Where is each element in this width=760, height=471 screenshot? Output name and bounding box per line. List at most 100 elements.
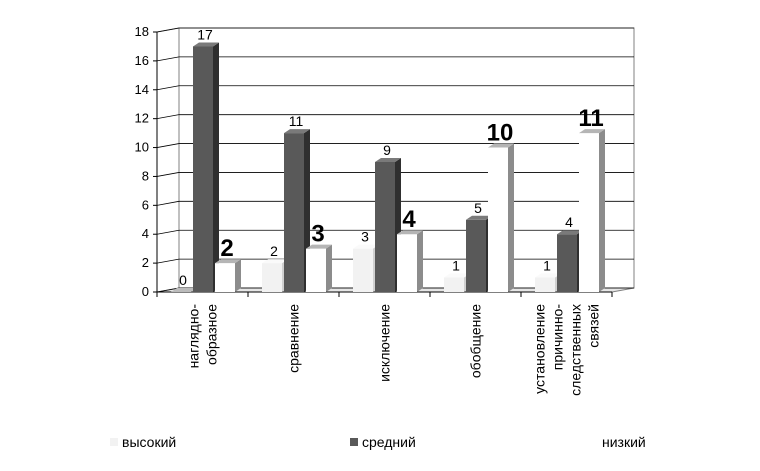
- y-tick-label: 0: [142, 284, 149, 299]
- x-axis: наглядно-образное сравнение исключение обоб…: [156, 291, 613, 396]
- bar-средний: [193, 42, 219, 292]
- legend-swatch: [350, 438, 358, 446]
- data-label: 11: [289, 113, 304, 129]
- legend-swatch: [110, 438, 118, 446]
- category-label-line: связей: [586, 304, 602, 348]
- bar-низкий: [488, 143, 514, 292]
- bar-front: [215, 263, 235, 292]
- bar-средний: [284, 129, 310, 292]
- data-label: 4: [565, 214, 573, 230]
- legend: высокий средний низкий: [110, 434, 646, 450]
- bar-front: [284, 133, 304, 292]
- gridline: [156, 85, 634, 91]
- gridline: [156, 143, 634, 148]
- y-tick-label: 10: [135, 140, 149, 155]
- bar-top: [444, 273, 470, 278]
- bar-front: [397, 234, 417, 292]
- data-label: 1: [543, 258, 551, 274]
- bar-front: [488, 147, 508, 292]
- bar-низкий: [579, 129, 605, 292]
- data-label: 0: [179, 272, 187, 288]
- gridline: [156, 114, 634, 120]
- bar-средний: [375, 158, 401, 292]
- y-tick-label: 16: [135, 53, 149, 68]
- bar-top: [193, 42, 219, 47]
- bar-front: [262, 263, 282, 292]
- legend-swatch: [590, 438, 598, 446]
- y-tick-label: 12: [135, 111, 149, 126]
- data-label: 9: [383, 142, 391, 158]
- bar-front: [306, 248, 326, 292]
- data-label: 2: [220, 235, 233, 262]
- bar-top: [535, 273, 561, 278]
- bar-top: [284, 129, 310, 134]
- bar-front: [353, 248, 373, 292]
- legend-item: средний: [350, 434, 416, 450]
- y-axis: 0 2 4 6 8 10 12 14 16 18: [135, 24, 158, 299]
- category-label-line: причинно-: [550, 304, 566, 371]
- data-label: 1: [452, 258, 460, 274]
- bar-низкий: [397, 230, 423, 292]
- data-label: 2: [270, 243, 278, 259]
- bar-front: [557, 234, 577, 292]
- bar-top: [579, 129, 605, 134]
- bars: [171, 42, 605, 292]
- bar-side: [326, 244, 332, 292]
- legend-label: высокий: [122, 434, 176, 450]
- data-label: 3: [361, 229, 369, 245]
- category-label: сравнение: [286, 304, 302, 373]
- bar-side: [213, 42, 219, 292]
- data-label: 5: [474, 200, 482, 216]
- bar-front: [466, 219, 486, 292]
- y-tick-label: 4: [142, 226, 149, 241]
- category-label-line: исключение: [377, 304, 393, 382]
- category-label-line: наглядно-: [186, 304, 202, 369]
- category-label-line: установление: [532, 304, 548, 394]
- y-tick-label: 2: [142, 255, 149, 270]
- bar-высокий: [171, 288, 197, 292]
- bar-side: [508, 143, 514, 292]
- bar-front: [193, 46, 213, 292]
- category-label: наглядно-образное: [186, 304, 220, 369]
- category-label-line: обобщение: [468, 304, 484, 378]
- bar-front: [444, 277, 464, 292]
- data-label: 17: [197, 26, 213, 42]
- bar-низкий: [306, 244, 332, 292]
- gridline: [156, 200, 634, 206]
- bar-top: [353, 244, 379, 249]
- category-label-line: сравнение: [286, 304, 302, 373]
- y-tick-label: 8: [142, 168, 149, 183]
- bar-top: [215, 259, 241, 264]
- category-label: обобщение: [468, 304, 484, 378]
- data-labels: 0 17 2 2 11 3 3 9 4 1 5 10 1 4 11: [179, 26, 604, 288]
- bar-side: [599, 129, 605, 292]
- bar-front: [375, 162, 395, 292]
- bar-top: [171, 288, 197, 292]
- legend-label: низкий: [602, 434, 646, 450]
- legend-label: средний: [362, 434, 416, 450]
- data-label: 10: [487, 120, 514, 147]
- bar-top: [262, 259, 288, 264]
- y-tick-label: 18: [135, 24, 149, 39]
- category-label: установление причинно-следственных связей: [532, 304, 602, 396]
- bar-top: [375, 158, 401, 162]
- bar-top: [397, 230, 423, 235]
- bar-top: [557, 230, 583, 235]
- bar-низкий: [215, 259, 241, 292]
- bar-front: [535, 277, 555, 292]
- bar-side: [235, 259, 241, 292]
- bar-top: [466, 215, 492, 220]
- gridline: [156, 172, 634, 177]
- data-label: 3: [311, 221, 324, 248]
- category-label-line: образное: [204, 304, 220, 365]
- y-tick-label: 14: [135, 82, 149, 97]
- gridline: [156, 56, 634, 62]
- legend-item: высокий: [110, 434, 176, 450]
- bar-top: [306, 244, 332, 249]
- legend-item: низкий: [590, 434, 646, 450]
- category-label-line: следственных: [568, 304, 584, 396]
- category-label: исключение: [377, 304, 393, 382]
- gridline: [156, 27, 634, 33]
- y-tick-label: 6: [142, 197, 149, 212]
